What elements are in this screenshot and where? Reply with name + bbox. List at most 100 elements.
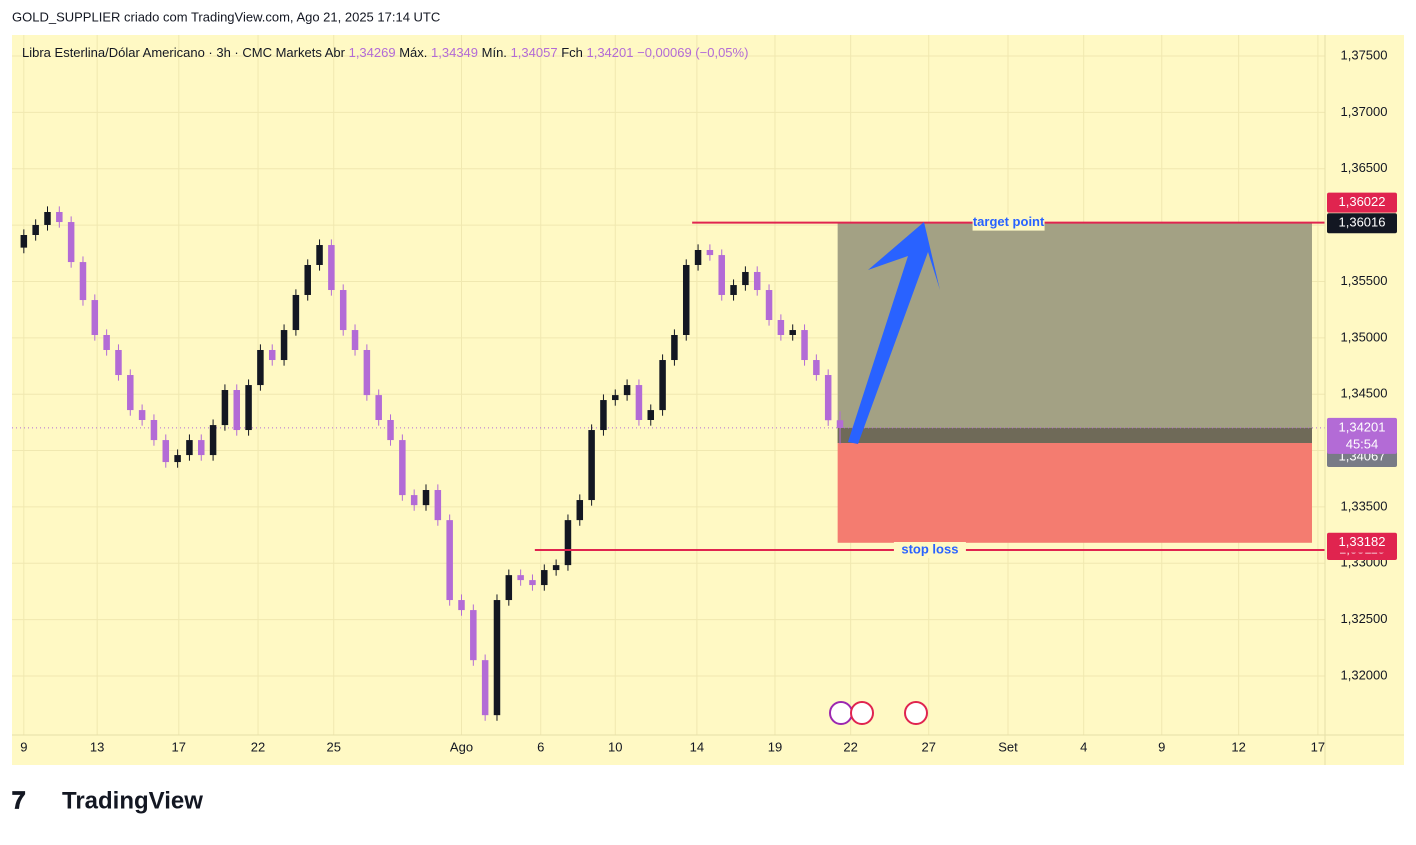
line-label: target point xyxy=(973,214,1045,229)
x-tick-label: 9 xyxy=(1158,739,1165,754)
price-badge xyxy=(1327,192,1397,213)
price-badge-label: 1,33182 xyxy=(1339,534,1386,549)
legend-line: Libra Esterlina/Dólar Americano · 3h · C… xyxy=(22,45,748,60)
candle-body xyxy=(304,264,311,295)
y-tick-label: 1,34500 xyxy=(1341,386,1388,401)
candle-body xyxy=(718,255,725,295)
event-icons xyxy=(829,701,928,725)
line-label-bg xyxy=(893,541,966,558)
x-tick-label: 19 xyxy=(768,739,782,754)
candle-body xyxy=(328,245,335,291)
y-tick-label: 1,32000 xyxy=(1341,667,1388,682)
open-pnl-zone xyxy=(837,427,1312,444)
candle-body xyxy=(635,385,643,421)
ohlc-value: 1,34349 xyxy=(431,45,478,60)
x-tick-label: 17 xyxy=(1311,739,1325,754)
candle-body xyxy=(671,335,678,361)
y-tick-label: 1,32500 xyxy=(1341,611,1388,626)
candle-body xyxy=(44,212,51,225)
x-tick-label: 9 xyxy=(20,739,27,754)
candle-body xyxy=(777,320,785,335)
candle-body xyxy=(824,375,832,421)
candle-body xyxy=(138,410,146,421)
y-tick-label: 1,35000 xyxy=(1341,329,1388,344)
candle-body xyxy=(541,570,548,586)
candle-body xyxy=(600,400,607,431)
candle-body xyxy=(552,565,560,571)
candle-body xyxy=(647,410,655,421)
x-tick-label: 12 xyxy=(1231,739,1245,754)
candle-body xyxy=(422,490,430,506)
candle-body xyxy=(742,271,749,286)
symbol: Libra Esterlina/Dólar Americano · 3h · C… xyxy=(22,45,322,60)
candle-body xyxy=(789,330,796,335)
candle-body xyxy=(813,360,820,376)
candle-body xyxy=(339,290,347,331)
brand: TradingView xyxy=(62,787,203,814)
candle-body xyxy=(20,235,28,248)
countdown: 45:54 xyxy=(1346,436,1379,451)
loss-zone xyxy=(837,443,1312,543)
candle-body xyxy=(505,575,513,601)
candle-body xyxy=(564,520,572,566)
candle-body xyxy=(588,430,595,501)
event-icon xyxy=(850,701,874,725)
price-badge xyxy=(1327,213,1397,234)
candle-body xyxy=(280,330,288,361)
candle-body xyxy=(434,490,442,521)
candle-body xyxy=(79,262,87,301)
candle-body xyxy=(730,285,737,295)
candle-body xyxy=(233,390,241,431)
candle-body xyxy=(221,390,229,426)
price-badge-label: 1,36022 xyxy=(1339,194,1386,209)
candle-body xyxy=(493,600,501,716)
candle-body xyxy=(753,271,761,291)
price-badge xyxy=(1327,532,1397,553)
last-price-label: 1,34201 xyxy=(1339,419,1386,434)
line-label-bg xyxy=(972,214,1045,231)
candle-body xyxy=(517,575,524,581)
price-badge-label: 1,36016 xyxy=(1339,215,1386,230)
change: −0,00069 (−0,05%) xyxy=(637,45,748,60)
x-tick-label: 13 xyxy=(90,739,104,754)
x-tick-label: 14 xyxy=(690,739,704,754)
candle-body xyxy=(351,330,359,350)
ohlc-value: 1,34057 xyxy=(511,45,558,60)
candle-body xyxy=(694,249,702,265)
candle-body xyxy=(576,500,584,521)
candle-body xyxy=(387,420,394,441)
plot-area: 1,375001,370001,365001,360001,355001,350… xyxy=(12,35,1397,754)
ohlc-label: Mín. xyxy=(482,45,507,60)
candle-body xyxy=(209,425,217,456)
candle-body xyxy=(682,264,690,335)
candle-body xyxy=(32,224,39,235)
x-tick-label: Set xyxy=(998,739,1018,754)
candle-body xyxy=(268,349,276,361)
candle-body xyxy=(103,335,110,350)
candle-body xyxy=(67,222,75,263)
credit: GOLD_SUPPLIER criado com TradingView.com… xyxy=(12,9,440,24)
candle-body xyxy=(481,660,489,716)
y-tick-label: 1,36500 xyxy=(1341,160,1388,175)
x-tick-label: Ago xyxy=(450,739,473,754)
y-tick-label: 1,37000 xyxy=(1341,104,1388,119)
x-tick-label: 10 xyxy=(608,739,622,754)
x-tick-label: 27 xyxy=(921,739,935,754)
candle-body xyxy=(162,440,170,463)
candle-body xyxy=(245,385,252,431)
ohlc-label: Fch xyxy=(561,45,583,60)
line-label: stop loss xyxy=(901,541,958,556)
candle-body xyxy=(458,600,465,611)
candle-body xyxy=(836,420,844,428)
y-tick-label: 1,37500 xyxy=(1341,47,1388,62)
candle-body xyxy=(706,249,714,256)
candle-body xyxy=(399,440,406,496)
ohlc-label: Abr xyxy=(325,45,346,60)
candle-body xyxy=(198,440,205,456)
x-tick-label: 4 xyxy=(1080,739,1087,754)
candle-body xyxy=(446,520,453,601)
candle-body xyxy=(174,455,181,463)
y-tick-label: 1,35500 xyxy=(1341,273,1388,288)
x-tick-label: 22 xyxy=(843,739,857,754)
